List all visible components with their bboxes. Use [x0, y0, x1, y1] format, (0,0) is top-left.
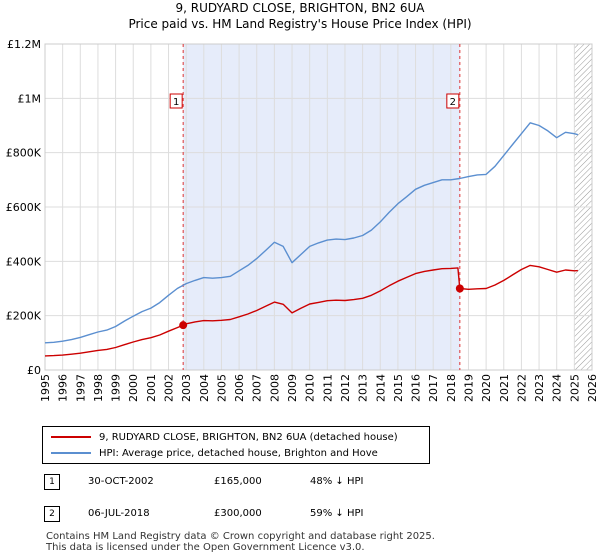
x-tick-label: 2007 [251, 374, 264, 402]
x-tick-label: 2001 [145, 374, 158, 402]
sale-label-box [446, 93, 460, 109]
x-tick-label: 2023 [533, 374, 546, 402]
x-tick-label: 2014 [374, 374, 387, 402]
transaction-price: £300,000 [214, 508, 262, 519]
transaction-hpi-diff: 48% ↓ HPI [310, 476, 364, 487]
y-tick-label: £400K [6, 255, 42, 268]
legend-swatch-hpi [51, 452, 91, 454]
footer-licence: This data is licensed under the Open Gov… [46, 542, 365, 553]
legend-item-hpi: HPI: Average price, detached house, Brig… [51, 445, 378, 461]
x-tick-label: 2022 [515, 374, 528, 402]
legend-swatch-property [51, 436, 91, 438]
sale-label: 2 [450, 97, 456, 108]
x-tick-label: 2006 [233, 374, 246, 402]
legend-item-property: 9, RUDYARD CLOSE, BRIGHTON, BN2 6UA (det… [51, 429, 398, 445]
x-tick-label: 2016 [410, 374, 423, 402]
x-tick-label: 1997 [74, 374, 87, 402]
x-tick-label: 2020 [480, 374, 493, 402]
sale-label-box [169, 93, 183, 109]
x-tick-label: 2021 [498, 374, 511, 402]
plot-border [44, 43, 593, 371]
x-tick-label: 1996 [57, 374, 70, 402]
y-tick-label: £800K [6, 147, 42, 160]
x-tick-label: 2024 [551, 374, 564, 402]
x-tick-label: 1998 [92, 374, 105, 402]
x-tick-label: 2003 [180, 374, 193, 402]
chart-title-line2: Price paid vs. HM Land Registry's House … [128, 17, 472, 31]
y-tick-label: £0 [27, 364, 41, 377]
x-tick-label: 2013 [357, 374, 370, 402]
x-tick-label: 2019 [462, 374, 475, 402]
x-tick-label: 2011 [321, 374, 334, 402]
legend-label-hpi: HPI: Average price, detached house, Brig… [99, 447, 378, 459]
y-tick-label: £600K [6, 201, 42, 214]
x-tick-label: 1999 [110, 374, 123, 402]
transaction-marker: 1 [44, 474, 60, 490]
footer: Contains HM Land Registry data © Crown c… [46, 531, 435, 553]
x-tick-label: 2009 [286, 374, 299, 402]
y-tick-label: £200K [6, 310, 42, 323]
x-tick-label: 2004 [198, 374, 211, 402]
x-tick-label: 2010 [304, 374, 317, 402]
x-tick-label: 2002 [163, 374, 176, 402]
legend-label-property: 9, RUDYARD CLOSE, BRIGHTON, BN2 6UA (det… [99, 431, 398, 443]
transaction-marker: 2 [44, 506, 60, 522]
x-tick-label: 2025 [568, 374, 581, 402]
chart-legend: 9, RUDYARD CLOSE, BRIGHTON, BN2 6UA (det… [42, 426, 430, 464]
x-tick-label: 2017 [427, 374, 440, 402]
y-tick-label: £1M [18, 92, 42, 105]
x-tick-label: 2012 [339, 374, 352, 402]
y-tick-label: £1.2M [7, 38, 41, 51]
chart-title-line1: 9, RUDYARD CLOSE, BRIGHTON, BN2 6UA [175, 1, 425, 15]
transaction-hpi-diff: 59% ↓ HPI [310, 508, 364, 519]
footer-copyright: Contains HM Land Registry data © Crown c… [46, 531, 435, 542]
x-tick-label: 2000 [127, 374, 140, 402]
x-tick-label: 2018 [445, 374, 458, 402]
x-tick-label: 2008 [268, 374, 281, 402]
x-tick-label: 2005 [215, 374, 228, 402]
price-chart: £0 £200K £400K £600K £800K £1M £1.2M 1995 1996 19… [6, 38, 599, 402]
sale-label: 1 [173, 97, 179, 108]
transaction-date: 30-OCT-2002 [88, 476, 154, 487]
transaction-price: £165,000 [214, 476, 262, 487]
transaction-row: 1 30-OCT-2002 £165,000 48% ↓ HPI [42, 472, 600, 492]
x-tick-label: 1995 [39, 374, 52, 402]
property-series-line [44, 264, 578, 357]
transaction-date: 06-JUL-2018 [88, 508, 150, 519]
x-tick-label: 2026 [586, 374, 599, 402]
sale-point [179, 321, 188, 330]
transaction-row: 2 06-JUL-2018 £300,000 59% ↓ HPI [42, 504, 600, 524]
x-tick-label: 2015 [392, 374, 405, 402]
hpi-series-line [44, 122, 579, 344]
sale-point [455, 284, 464, 293]
